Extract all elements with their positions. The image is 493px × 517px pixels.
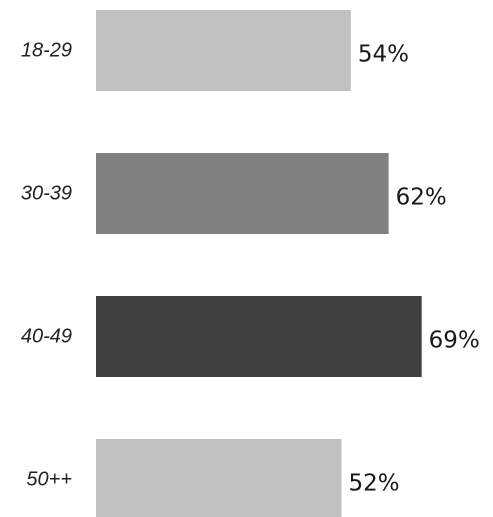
bar-30-39 — [96, 153, 389, 234]
value-label: 54% — [358, 42, 409, 68]
category-label: 30-39 — [21, 183, 72, 205]
bar-40-49 — [96, 296, 422, 377]
value-labels: 54% 62% 69% 52% — [348, 42, 479, 497]
value-label: 52% — [348, 471, 399, 497]
bar-50++ — [96, 439, 342, 517]
category-label: 40-49 — [21, 326, 72, 348]
value-label: 62% — [396, 185, 447, 211]
category-label: 18-29 — [21, 40, 72, 62]
category-labels: 18-29 30-39 40-49 50++ — [21, 40, 72, 491]
bars-layer — [96, 10, 422, 517]
bar-18-29 — [96, 10, 351, 91]
category-label: 50++ — [26, 469, 72, 491]
value-label: 69% — [429, 328, 480, 354]
